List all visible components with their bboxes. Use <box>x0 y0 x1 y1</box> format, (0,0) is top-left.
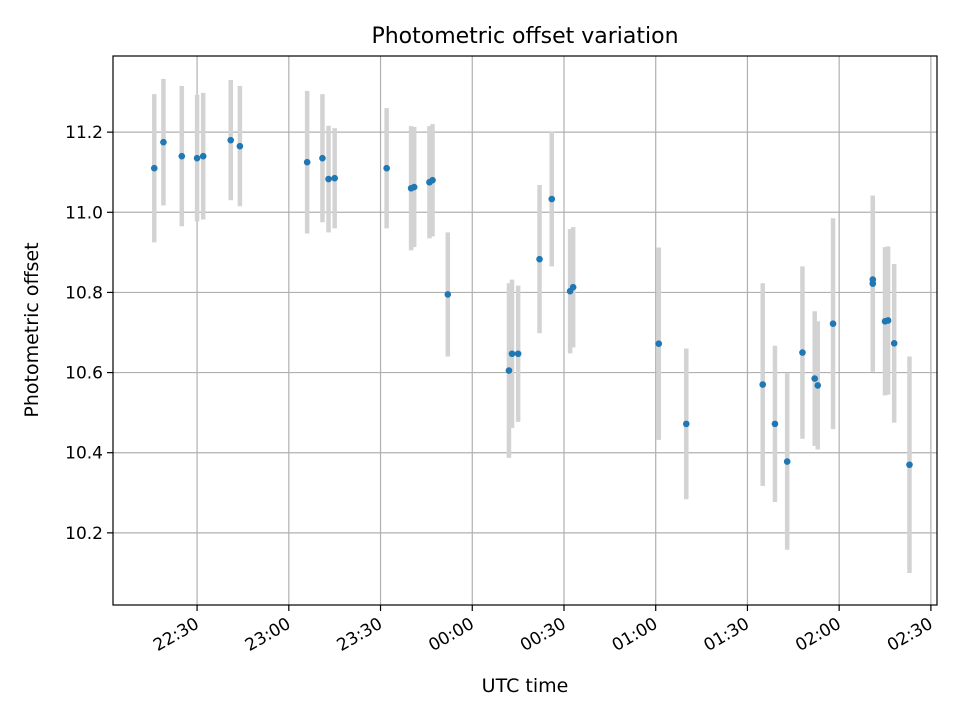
data-points <box>150 136 913 469</box>
data-point <box>829 320 837 327</box>
data-point <box>799 349 806 356</box>
data-point <box>906 461 913 469</box>
data-point <box>193 154 201 162</box>
y-tick-label: 10.8 <box>65 283 103 303</box>
data-point <box>325 175 332 183</box>
data-point <box>890 340 898 347</box>
data-point <box>331 174 338 182</box>
data-point <box>682 420 690 428</box>
y-tick-label: 11.2 <box>65 123 103 143</box>
data-point <box>884 317 892 324</box>
data-point <box>319 154 326 162</box>
data-point <box>178 152 186 160</box>
data-point <box>771 420 779 428</box>
chart-title: Photometric offset variation <box>371 24 678 49</box>
x-axis-label: UTC time <box>482 675 569 697</box>
data-point <box>536 255 543 263</box>
data-point <box>505 367 513 374</box>
y-tick-label: 10.4 <box>65 444 103 464</box>
y-tick-label: 11.0 <box>65 203 103 223</box>
data-point <box>869 276 877 283</box>
y-axis-label: Photometric offset <box>21 242 43 417</box>
data-point <box>227 136 235 144</box>
data-point <box>514 350 522 358</box>
data-point <box>548 195 556 203</box>
data-point <box>199 152 207 160</box>
data-point <box>383 164 390 172</box>
data-point <box>569 283 577 291</box>
data-point <box>814 382 822 389</box>
y-axis: 10.2 10.4 10.6 10.8 11.0 11.2 <box>65 123 113 544</box>
data-point <box>444 291 452 298</box>
y-tick-label: 10.2 <box>65 524 103 544</box>
data-point <box>429 176 436 184</box>
data-point <box>303 158 311 166</box>
data-point <box>236 142 244 150</box>
y-tick-label: 10.6 <box>65 364 103 384</box>
data-point <box>759 381 767 388</box>
data-point <box>410 183 418 191</box>
data-point <box>150 164 158 172</box>
data-point <box>655 340 663 348</box>
plot-frame <box>112 55 938 606</box>
grid <box>113 56 937 605</box>
data-point <box>811 375 818 382</box>
data-point <box>160 138 167 146</box>
data-point <box>783 458 791 465</box>
data-point <box>508 350 516 358</box>
